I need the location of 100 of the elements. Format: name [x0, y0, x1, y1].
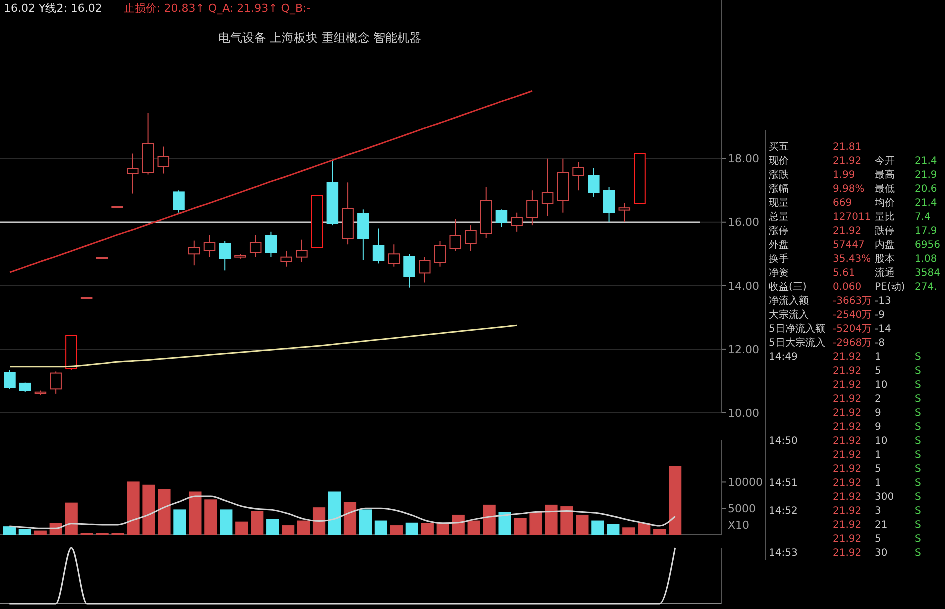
bar: [34, 530, 47, 536]
candlestick: [280, 250, 292, 268]
candlestick: [572, 162, 584, 192]
candlestick: [372, 228, 385, 264]
y-tick-label: 16.00: [728, 216, 760, 230]
bar: [638, 523, 651, 536]
text: 21.92 21 S: [833, 520, 922, 531]
text: 21.92 10 S: [833, 380, 922, 391]
bar: [3, 526, 16, 536]
y-tick-label: 18.00: [728, 152, 760, 166]
text: 21.92 2 S: [833, 394, 922, 405]
bar: [545, 504, 558, 536]
bar: [18, 529, 32, 536]
candlestick: [588, 168, 600, 198]
text: 电气设备 上海板块 重组概念 智能机器: [218, 31, 422, 45]
bar: [654, 529, 666, 536]
candlestick: [4, 370, 16, 390]
text: 21.92 9 S: [833, 422, 922, 433]
text: 涨跌 1.99 最高 21.9: [769, 170, 938, 181]
bar: [204, 500, 218, 536]
candlestick: [265, 231, 278, 258]
bar: [297, 520, 310, 536]
text: 14:50 21.92 10 S: [769, 436, 922, 447]
bar: [498, 512, 512, 536]
y-tick-label: 10000: [728, 476, 763, 490]
bar: [592, 520, 604, 536]
text: 21.92 9 S: [833, 408, 922, 419]
text: 21.92 5 S: [833, 464, 922, 475]
bar: [607, 524, 620, 536]
annotation: 16.02 Y线2: 16.02: [4, 2, 102, 15]
text: 21.92 1 S: [833, 450, 922, 461]
candlestick: [465, 225, 477, 252]
line-series: [8, 496, 676, 530]
text: 净资 5.61 流通 3584: [769, 268, 940, 279]
bar: [127, 482, 140, 536]
candlestick: [496, 209, 508, 228]
y-tick-label: 10.00: [728, 406, 760, 420]
bar: [174, 510, 186, 536]
bar: [669, 466, 682, 536]
bar: [514, 518, 527, 536]
text: 现量 669 均价 21.4: [769, 198, 938, 209]
bar: [344, 502, 357, 536]
candlestick: [158, 146, 170, 174]
text: 14:49 21.92 1 S: [769, 352, 922, 363]
bar: [374, 520, 388, 536]
bar: [622, 528, 636, 536]
bar: [468, 520, 480, 536]
candlestick: [450, 218, 462, 252]
bar: [560, 506, 574, 536]
candlestick: [219, 240, 231, 272]
candlestick: [127, 153, 139, 194]
candlestick: [603, 186, 616, 223]
candlestick: [50, 371, 62, 394]
bar: [266, 519, 280, 536]
text: 买五 21.81: [769, 142, 862, 153]
bar: [576, 514, 589, 536]
bar: [436, 523, 450, 536]
y-tick-label: 14.00: [728, 280, 760, 293]
bar: [251, 511, 264, 536]
candlestick: [204, 234, 216, 258]
candlestick: [173, 190, 185, 214]
text: 21.92 300 S: [833, 492, 922, 503]
candlestick: [188, 240, 200, 266]
bar: [158, 489, 171, 536]
text: 大宗流入 -2540万 -9: [769, 310, 885, 321]
bar: [359, 510, 372, 536]
candlestick: [618, 202, 631, 223]
text: 21.92 5 S: [833, 366, 922, 377]
text: 14:53 21.92 30 S: [769, 548, 922, 559]
bar: [421, 523, 434, 536]
text: 涨幅 9.98% 最低 20.6: [769, 184, 938, 195]
annotation: 止损价: 20.83↑ Q_A: 21.93↑ Q_B:-: [124, 2, 311, 15]
bar: [282, 526, 295, 536]
candlestick: [388, 244, 400, 268]
text: 外盘 57447 内盘 6956: [769, 240, 940, 251]
text: 14:51 21.92 1 S: [769, 478, 922, 489]
bar: [142, 484, 156, 536]
bar: [390, 526, 403, 536]
text: 现价 21.92 今开 21.4: [769, 156, 938, 167]
candlestick: [542, 158, 554, 217]
text: 净流入额 -3663万 -13: [769, 296, 892, 307]
bar: [406, 522, 418, 536]
candlestick: [526, 190, 538, 226]
candlestick: [434, 240, 446, 268]
text: 涨停 21.92 跌停 17.9: [769, 226, 938, 237]
bar: [328, 492, 342, 536]
bar: [312, 508, 326, 536]
bar: [483, 504, 496, 536]
text: 14:52 21.92 3 S: [769, 506, 922, 517]
text: 收益(三) 0.060 PE(动) 274.: [769, 282, 938, 293]
candlestick: [296, 239, 308, 263]
text: 5日大宗流入 -2968万 -8: [769, 336, 885, 349]
bar: [452, 514, 465, 536]
bar: [65, 502, 78, 536]
line-series: [9, 324, 518, 368]
text: X10: [728, 519, 750, 532]
text: 21.92 5 S: [833, 534, 922, 545]
y-tick-label: 5000: [728, 502, 756, 516]
text: 总量 127011 量比 7.4: [769, 212, 931, 223]
candlestick: [419, 256, 431, 284]
